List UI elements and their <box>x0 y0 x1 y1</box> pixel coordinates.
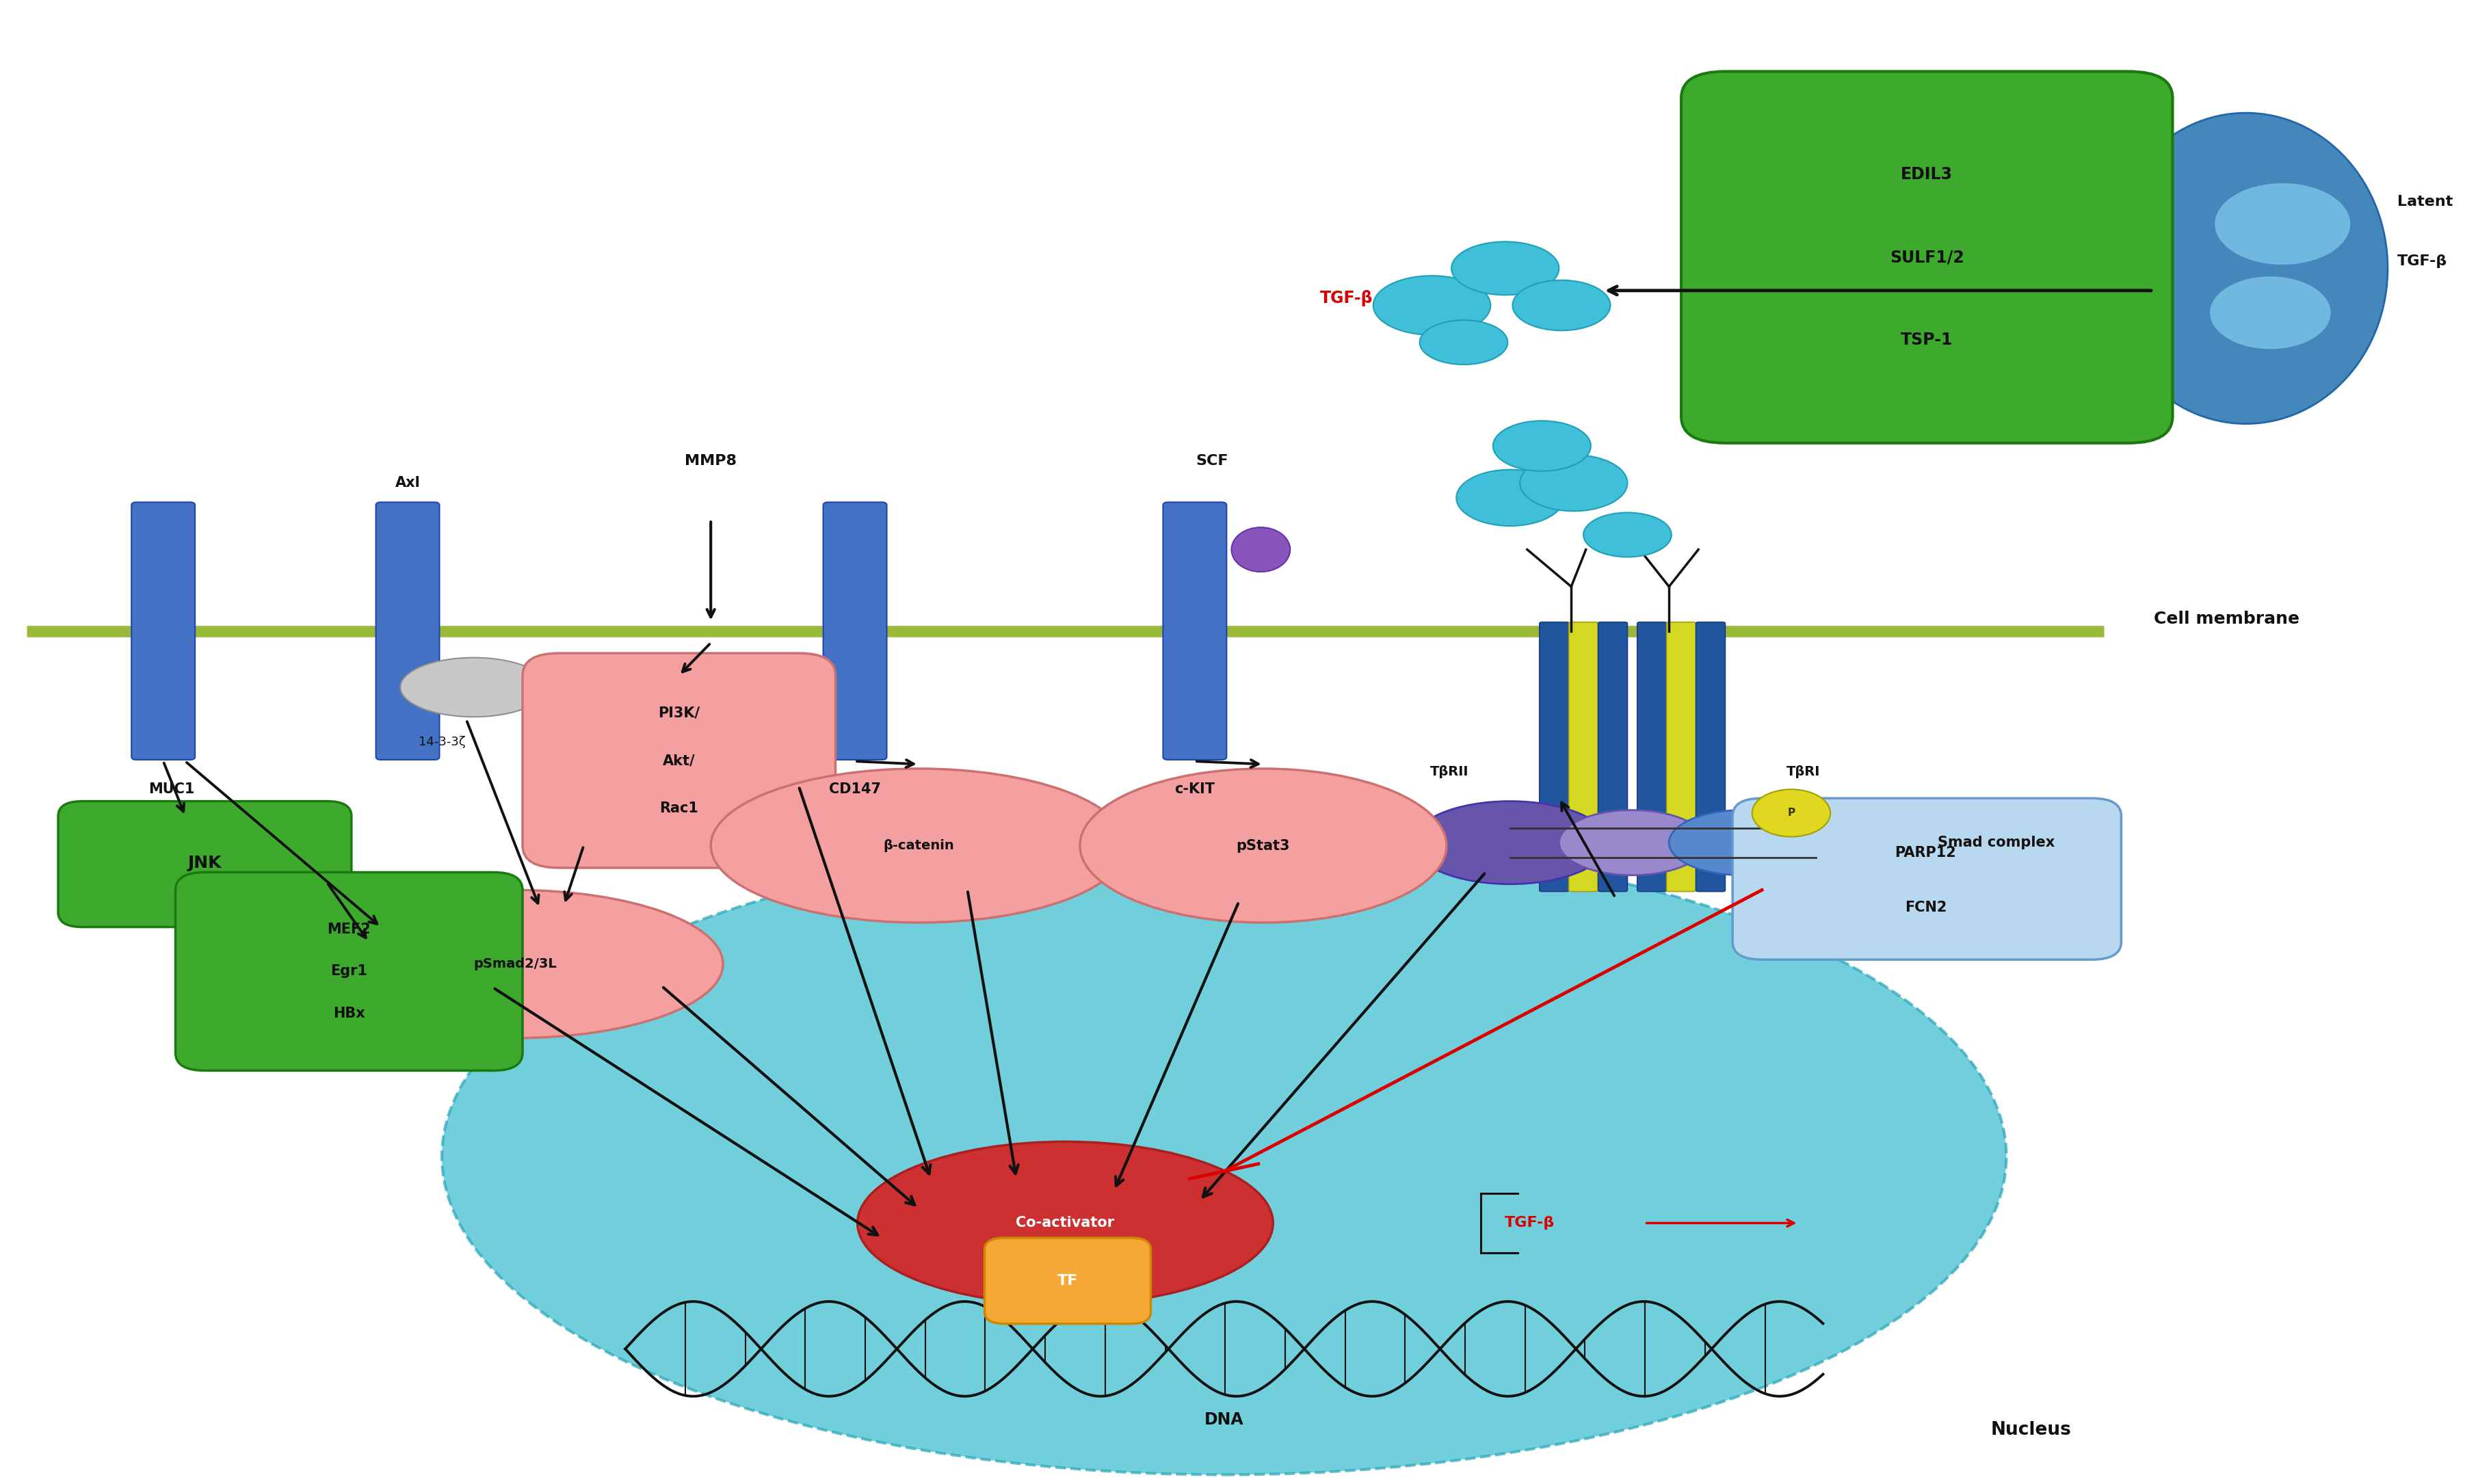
FancyBboxPatch shape <box>131 502 195 760</box>
FancyBboxPatch shape <box>1597 622 1627 892</box>
Text: MUC1: MUC1 <box>148 782 195 797</box>
FancyBboxPatch shape <box>1733 798 2120 960</box>
FancyBboxPatch shape <box>1637 622 1666 892</box>
Text: FCN2: FCN2 <box>1903 901 1947 914</box>
FancyBboxPatch shape <box>823 502 887 760</box>
Ellipse shape <box>399 657 547 717</box>
Ellipse shape <box>1558 810 1706 876</box>
Ellipse shape <box>858 1141 1272 1304</box>
Ellipse shape <box>441 838 2007 1475</box>
Ellipse shape <box>1420 321 1506 365</box>
Text: β-catenin: β-catenin <box>882 838 954 852</box>
Ellipse shape <box>1518 454 1627 510</box>
FancyBboxPatch shape <box>59 801 352 928</box>
Text: JNK: JNK <box>187 855 222 871</box>
Text: SCF: SCF <box>1196 454 1228 467</box>
Text: Smad complex: Smad complex <box>1937 835 2053 849</box>
Ellipse shape <box>2103 113 2386 424</box>
Text: 14-3-3ζ: 14-3-3ζ <box>419 736 466 748</box>
Text: MMP8: MMP8 <box>685 454 737 467</box>
Text: DNA: DNA <box>1203 1411 1242 1428</box>
FancyBboxPatch shape <box>523 653 836 868</box>
Text: P: P <box>1787 807 1795 818</box>
Text: TβRII: TβRII <box>1430 766 1469 778</box>
Text: TβRI: TβRI <box>1785 766 1819 778</box>
Ellipse shape <box>1583 512 1671 556</box>
Ellipse shape <box>1412 801 1607 884</box>
Ellipse shape <box>308 890 722 1037</box>
Ellipse shape <box>1457 469 1563 525</box>
FancyBboxPatch shape <box>1696 622 1725 892</box>
FancyBboxPatch shape <box>175 873 523 1070</box>
Text: EDIL3: EDIL3 <box>1901 166 1952 183</box>
FancyBboxPatch shape <box>1568 622 1597 892</box>
Text: HBx: HBx <box>333 1008 365 1021</box>
Text: Latent: Latent <box>2396 194 2453 209</box>
FancyBboxPatch shape <box>1681 71 2172 444</box>
Text: TGF-β: TGF-β <box>1504 1217 1555 1230</box>
FancyBboxPatch shape <box>375 502 439 760</box>
Ellipse shape <box>1373 276 1491 335</box>
Text: Co-activator: Co-activator <box>1016 1217 1114 1230</box>
Text: Egr1: Egr1 <box>330 965 367 978</box>
Ellipse shape <box>1753 789 1829 837</box>
Text: TSP-1: TSP-1 <box>1901 332 1952 349</box>
Ellipse shape <box>1494 421 1590 470</box>
Text: SULF1/2: SULF1/2 <box>1888 249 1965 266</box>
FancyBboxPatch shape <box>1163 502 1225 760</box>
Ellipse shape <box>2214 183 2349 266</box>
Ellipse shape <box>1080 769 1447 923</box>
Text: pSmad2/3L: pSmad2/3L <box>473 957 557 971</box>
Text: PARP12: PARP12 <box>1896 846 1955 859</box>
Text: TGF-β: TGF-β <box>1319 289 1373 306</box>
Text: MEF2: MEF2 <box>328 922 370 936</box>
FancyBboxPatch shape <box>1538 622 1568 892</box>
Ellipse shape <box>2209 276 2332 350</box>
FancyBboxPatch shape <box>984 1238 1151 1324</box>
Text: Rac1: Rac1 <box>658 801 698 815</box>
Ellipse shape <box>1669 810 1814 876</box>
FancyBboxPatch shape <box>1666 622 1696 892</box>
Text: c-KIT: c-KIT <box>1173 782 1215 797</box>
Ellipse shape <box>1230 527 1289 571</box>
Ellipse shape <box>1511 280 1610 331</box>
Text: Nucleus: Nucleus <box>1989 1422 2071 1439</box>
Text: TF: TF <box>1057 1273 1077 1288</box>
Ellipse shape <box>1452 242 1558 295</box>
Text: Akt/: Akt/ <box>663 754 695 767</box>
Text: PI3K/: PI3K/ <box>658 706 700 720</box>
Text: TGF-β: TGF-β <box>2396 254 2448 267</box>
Text: pStat3: pStat3 <box>1235 838 1289 852</box>
Ellipse shape <box>710 769 1127 923</box>
Text: Axl: Axl <box>394 476 419 490</box>
Text: CD147: CD147 <box>828 782 880 797</box>
Text: Cell membrane: Cell membrane <box>2152 611 2297 628</box>
